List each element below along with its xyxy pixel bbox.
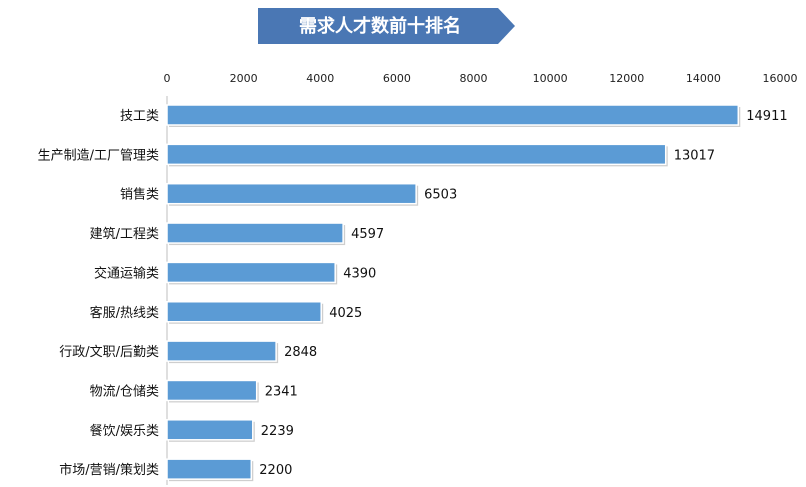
bar — [166, 379, 258, 402]
bar — [166, 143, 667, 166]
chart-title: 需求人才数前十排名 — [299, 15, 461, 37]
data-label: 2239 — [261, 424, 294, 439]
x-tick-label: 2000 — [230, 72, 258, 85]
category-label: 建筑/工程类 — [90, 226, 159, 242]
category-label: 交通运输类 — [94, 265, 159, 281]
bar — [166, 222, 344, 244]
category-label: 销售类 — [120, 187, 159, 203]
category-label: 餐饮/娱乐类 — [90, 423, 159, 439]
data-label: 4025 — [329, 306, 362, 321]
category-label: 行政/文职/后勤类 — [59, 345, 159, 360]
data-label: 2848 — [284, 345, 317, 360]
category-label: 物流/仓储类 — [90, 384, 159, 399]
data-label: 4597 — [351, 227, 384, 242]
x-tick-label: 16000 — [763, 72, 798, 85]
x-tick-label: 4000 — [306, 72, 334, 85]
data-label: 4390 — [343, 266, 376, 281]
bar — [166, 419, 254, 441]
data-label: 6503 — [424, 188, 457, 203]
bar — [166, 340, 277, 362]
bar — [166, 301, 322, 323]
x-tick-label: 8000 — [460, 72, 488, 85]
bar — [166, 182, 417, 205]
axis-layer: 0 2000 4000 6000 8000 10000 12000 14000 16000 — [164, 72, 798, 485]
bar — [166, 261, 336, 284]
category-label: 生产制造/工厂管理类 — [38, 148, 159, 163]
data-label: 14911 — [746, 109, 787, 124]
x-tick-label: 0 — [164, 72, 171, 85]
x-tick-label: 6000 — [383, 72, 411, 85]
category-label: 市场/营销/策划类 — [59, 462, 159, 478]
data-label: 13017 — [674, 148, 715, 163]
chart-title-banner: 需求人才数前十排名 — [258, 8, 515, 44]
x-tick-label: 14000 — [686, 72, 721, 85]
x-tick-label: 12000 — [609, 72, 644, 85]
data-label: 2200 — [259, 463, 292, 478]
bar — [166, 458, 253, 480]
labels-layer: 技工类 14911 生产制造/工厂管理类 13017 销售类 6503 建筑/工程类 4597… — [38, 109, 788, 478]
x-tick-label: 10000 — [533, 72, 568, 85]
data-label: 2341 — [265, 384, 298, 399]
category-label: 技工类 — [120, 109, 159, 124]
category-label: 客服/热线类 — [90, 305, 159, 321]
title-banner-shape — [258, 8, 515, 44]
bars-layer — [166, 104, 741, 482]
bar — [166, 104, 740, 126]
